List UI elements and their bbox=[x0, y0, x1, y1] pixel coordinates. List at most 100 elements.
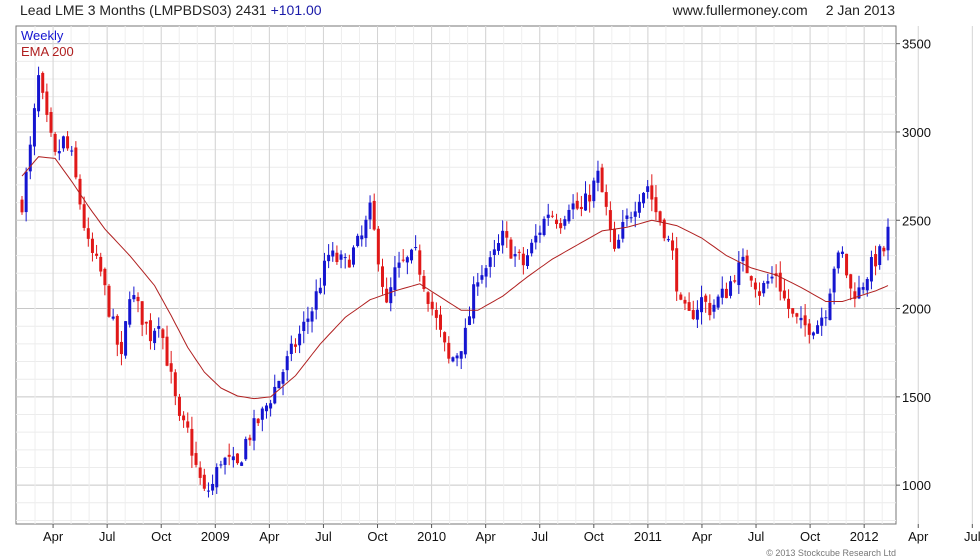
candle-18 bbox=[95, 244, 99, 259]
candle-22 bbox=[111, 308, 115, 321]
candle-body-206 bbox=[874, 254, 878, 267]
candle-176 bbox=[749, 275, 753, 287]
candle-47 bbox=[215, 463, 219, 494]
candle-body-29 bbox=[140, 301, 144, 325]
x-tick-label-5: Jul bbox=[315, 529, 332, 544]
candle-body-45 bbox=[206, 490, 210, 492]
candle-body-193 bbox=[820, 317, 824, 326]
candle-58 bbox=[260, 406, 264, 432]
candle-body-110 bbox=[476, 282, 480, 287]
candle-body-129 bbox=[555, 219, 559, 225]
candle-body-32 bbox=[153, 330, 157, 344]
candle-5 bbox=[41, 71, 45, 100]
candle-144 bbox=[617, 234, 621, 249]
candle-172 bbox=[733, 274, 737, 284]
candle-13 bbox=[74, 141, 78, 180]
x-tick-label-3: 2009 bbox=[201, 529, 230, 544]
site-link[interactable]: www.fullermoney.com bbox=[672, 2, 808, 18]
x-tick-label-6: Oct bbox=[367, 529, 388, 544]
candle-body-144 bbox=[617, 239, 621, 249]
candle-body-146 bbox=[625, 215, 629, 219]
candle-49 bbox=[223, 456, 227, 475]
candle-body-122 bbox=[526, 255, 530, 267]
candle-body-121 bbox=[521, 253, 525, 266]
candle-76 bbox=[335, 245, 339, 265]
candle-129 bbox=[555, 213, 559, 229]
candle-138 bbox=[592, 177, 596, 208]
candle-body-50 bbox=[227, 454, 231, 457]
candle-112 bbox=[484, 265, 488, 288]
candle-150 bbox=[642, 191, 646, 208]
candle-body-101 bbox=[438, 314, 442, 330]
grid-lines bbox=[16, 26, 973, 524]
candle-body-11 bbox=[66, 136, 70, 149]
candle-body-165 bbox=[704, 295, 708, 302]
candle-188 bbox=[799, 306, 803, 329]
candle-body-111 bbox=[480, 275, 484, 280]
candle-body-55 bbox=[248, 437, 252, 441]
candle-174 bbox=[741, 248, 745, 272]
candle-68 bbox=[302, 311, 306, 344]
candle-body-36 bbox=[169, 363, 173, 372]
candle-181 bbox=[770, 266, 774, 284]
candle-body-69 bbox=[306, 318, 310, 322]
candle-body-58 bbox=[260, 408, 264, 420]
chart-header-right: www.fullermoney.com 2 Jan 2013 bbox=[673, 2, 895, 18]
candle-body-109 bbox=[472, 284, 476, 319]
candle-body-42 bbox=[194, 453, 198, 465]
candle-37 bbox=[173, 369, 177, 406]
candle-body-44 bbox=[202, 474, 206, 489]
candle-body-191 bbox=[811, 332, 815, 336]
candle-104 bbox=[451, 356, 455, 363]
candle-19 bbox=[99, 252, 103, 277]
candle-118 bbox=[509, 237, 513, 259]
candle-102 bbox=[443, 331, 447, 352]
candle-26 bbox=[128, 291, 132, 328]
candle-body-118 bbox=[509, 239, 513, 259]
candle-2 bbox=[28, 136, 32, 180]
candle-body-47 bbox=[215, 467, 219, 488]
candle-body-106 bbox=[459, 351, 463, 359]
candle-160 bbox=[683, 296, 687, 311]
candle-3 bbox=[32, 103, 36, 156]
candle-107 bbox=[463, 318, 467, 359]
candle-body-53 bbox=[240, 462, 244, 466]
candle-32 bbox=[153, 328, 157, 351]
candle-body-177 bbox=[753, 282, 757, 290]
candle-body-6 bbox=[45, 91, 49, 115]
candle-body-65 bbox=[289, 343, 293, 355]
ema-layer bbox=[21, 156, 889, 400]
candle-198 bbox=[840, 246, 844, 258]
candle-45 bbox=[206, 482, 210, 498]
candle-10 bbox=[61, 135, 65, 152]
candle-162 bbox=[691, 300, 695, 321]
candle-64 bbox=[285, 350, 289, 381]
candle-body-87 bbox=[380, 266, 384, 287]
candle-body-17 bbox=[90, 238, 94, 253]
candle-208 bbox=[882, 245, 886, 257]
candle-body-178 bbox=[758, 291, 762, 296]
candle-body-52 bbox=[235, 453, 239, 464]
candle-100 bbox=[434, 302, 438, 330]
x-tick-label-12: Apr bbox=[692, 529, 713, 544]
candle-body-189 bbox=[803, 315, 807, 326]
candle-body-10 bbox=[61, 136, 65, 149]
candle-body-85 bbox=[372, 200, 376, 230]
candle-body-176 bbox=[749, 276, 753, 281]
candle-4 bbox=[37, 66, 41, 118]
candle-183 bbox=[778, 261, 782, 301]
candle-body-183 bbox=[778, 272, 782, 292]
candle-body-23 bbox=[115, 315, 119, 345]
candle-55 bbox=[248, 434, 252, 446]
x-tick-label-15: 2012 bbox=[850, 529, 879, 544]
candle-body-173 bbox=[737, 262, 741, 286]
x-axis: Apr Jul Oct 2009 Apr Jul Oct 2010 Apr Jul Oct 2011 A… bbox=[43, 524, 980, 544]
candle-33 bbox=[157, 317, 161, 338]
candle-body-3 bbox=[32, 108, 36, 147]
candle-38 bbox=[177, 393, 181, 421]
candle-body-156 bbox=[666, 239, 670, 241]
candle-body-9 bbox=[57, 151, 61, 154]
candle-body-12 bbox=[70, 150, 74, 152]
candle-body-90 bbox=[393, 267, 397, 290]
candle-body-7 bbox=[49, 112, 53, 133]
